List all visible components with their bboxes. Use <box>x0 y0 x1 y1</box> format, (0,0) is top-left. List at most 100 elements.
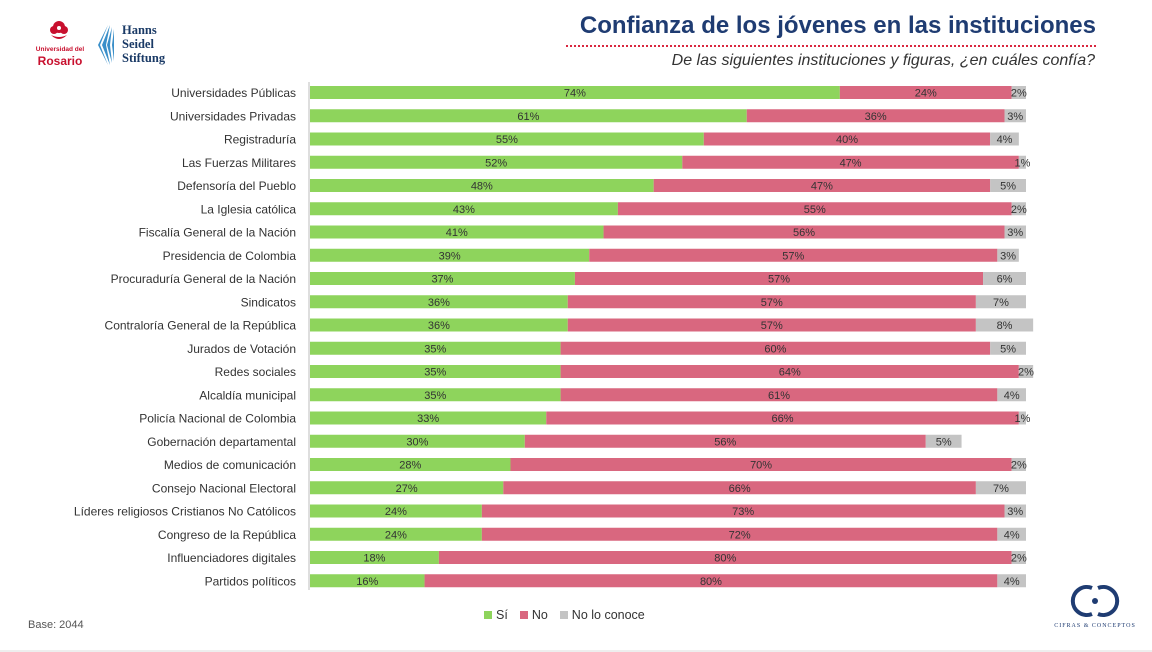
data-label: 4% <box>1004 390 1020 402</box>
bar-segment <box>589 248 998 262</box>
bar-segment <box>481 504 1005 518</box>
bar-segment <box>310 574 425 588</box>
category-label: Defensoría del Pueblo <box>177 179 296 193</box>
data-label: 57% <box>782 250 804 262</box>
category-label: Universidades Privadas <box>170 109 296 123</box>
bar-segment <box>560 388 998 402</box>
data-label: 36% <box>865 111 887 123</box>
data-label: 2% <box>1011 553 1027 565</box>
bar-segment <box>310 109 747 123</box>
bar-segment <box>503 481 976 495</box>
data-label: 18% <box>363 553 385 565</box>
category-label: Consejo Nacional Electoral <box>152 481 296 495</box>
bar-segment <box>839 86 1012 99</box>
category-label: Congreso de la República <box>158 528 296 542</box>
data-label: 24% <box>385 529 407 541</box>
bar-segment <box>310 155 683 169</box>
bar-segment <box>310 295 568 309</box>
data-label: 56% <box>714 436 736 448</box>
data-label: 27% <box>396 483 418 495</box>
data-label: 6% <box>997 274 1013 286</box>
bar-segment <box>310 504 482 518</box>
data-label: 52% <box>485 157 507 169</box>
bar-segment <box>560 365 1019 378</box>
bar-segment <box>567 318 976 332</box>
bar-segment <box>997 527 1026 541</box>
data-label: 4% <box>1004 529 1020 541</box>
legend-swatch-si <box>484 611 492 619</box>
bar-segment <box>310 225 604 239</box>
category-label: Partidos políticos <box>205 574 296 588</box>
bar-segment <box>510 458 1012 471</box>
bar-segment <box>997 574 1026 588</box>
bar-segment <box>1018 365 1034 378</box>
bottom-divider <box>0 650 1152 652</box>
bar-segment <box>546 411 1019 425</box>
data-label: 80% <box>714 553 736 565</box>
bar-segment <box>1018 411 1026 425</box>
cifras-conceptos-name: CIFRAS & CONCEPTOS <box>1054 623 1136 629</box>
data-label: 35% <box>424 343 446 355</box>
data-label: 4% <box>997 134 1013 146</box>
data-label: 70% <box>750 460 772 472</box>
category-label: Universidades Públicas <box>171 86 296 100</box>
bar-segment <box>1011 86 1026 99</box>
rose-icon <box>50 21 68 39</box>
bar-segment <box>990 341 1026 355</box>
bar-segment <box>603 225 1005 239</box>
category-label: Influenciadores digitales <box>167 551 296 565</box>
bar-segment <box>310 341 561 355</box>
data-label: 61% <box>517 111 539 123</box>
universidad-del-rosario-logo: Universidad del Rosario <box>30 18 90 74</box>
category-label: Registraduría <box>224 133 296 147</box>
data-label: 66% <box>729 483 751 495</box>
category-label: Medios de comunicación <box>164 458 296 472</box>
data-label: 24% <box>385 506 407 518</box>
bar-segment <box>524 434 926 448</box>
bar-segment <box>310 388 561 402</box>
data-label: 41% <box>446 227 468 239</box>
base-note: Base: 2044 <box>28 619 84 631</box>
data-label: 80% <box>700 576 722 588</box>
category-label: Alcaldía municipal <box>199 388 296 402</box>
data-label: 5% <box>1000 343 1016 355</box>
bar-segment <box>567 295 976 309</box>
cc-monogram-icon <box>1070 585 1120 617</box>
data-label: 64% <box>779 367 801 379</box>
data-label: 8% <box>997 320 1013 332</box>
bar-segment <box>653 179 991 192</box>
bar-segment <box>703 132 991 146</box>
legend-item-si: Sí <box>484 608 508 622</box>
bar-segment <box>997 248 1019 262</box>
data-label: 2% <box>1011 88 1027 100</box>
bar-segment <box>925 434 962 448</box>
data-label: 55% <box>804 204 826 216</box>
category-label: La Iglesia católica <box>201 202 297 216</box>
bar-segment <box>997 388 1026 402</box>
bar-segment <box>682 155 1019 169</box>
bar-segment <box>310 132 704 146</box>
data-label: 48% <box>471 181 493 193</box>
bar-segment <box>975 481 1026 495</box>
category-label: Fiscalía General de la Nación <box>139 226 296 240</box>
cifras-conceptos-logo: CIFRAS & CONCEPTOS <box>1050 580 1140 636</box>
data-label: 61% <box>768 390 790 402</box>
bar-segment <box>1018 155 1026 169</box>
data-label: 3% <box>1000 250 1016 262</box>
data-label: 57% <box>761 320 783 332</box>
category-label: Jurados de Votación <box>187 342 296 356</box>
category-label: Procuraduría General de la Nación <box>111 272 296 286</box>
data-label: 2% <box>1018 367 1034 379</box>
bar-segment <box>574 272 984 285</box>
data-label: 4% <box>1004 576 1020 588</box>
bar-segment <box>983 272 1026 285</box>
data-label: 74% <box>564 88 586 100</box>
bar-segment <box>310 86 840 99</box>
data-label: 47% <box>840 157 862 169</box>
data-label: 57% <box>768 274 790 286</box>
data-label: 36% <box>428 320 450 332</box>
category-label: Las Fuerzas Militares <box>182 156 296 170</box>
data-label: 2% <box>1011 204 1027 216</box>
hanns-seidel-stiftung-logo: Hanns Seidel Stiftung <box>96 24 176 68</box>
